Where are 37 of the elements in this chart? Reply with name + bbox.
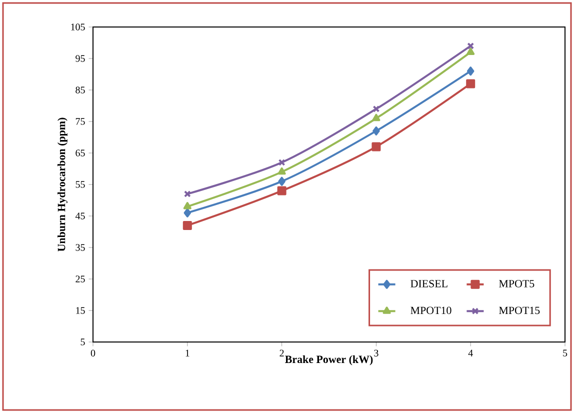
legend-label: MPOT15 [499, 306, 540, 314]
point [277, 186, 286, 196]
y-tick-label: 85 [76, 86, 85, 94]
legend-label: DIESEL [410, 280, 448, 288]
point [466, 66, 474, 76]
y-tick-label: 55 [76, 181, 85, 188]
point [184, 208, 192, 218]
y-tick-label: 5 [80, 338, 85, 346]
point [183, 202, 192, 210]
point [372, 126, 380, 136]
point [372, 142, 381, 152]
x-tick-label: 0 [90, 350, 96, 356]
legend-label: MPOT5 [499, 280, 534, 288]
point [182, 220, 192, 230]
y-tick-label: 25 [76, 276, 85, 282]
y-tick-label: 35 [76, 244, 85, 251]
point [466, 79, 476, 88]
point [278, 158, 286, 166]
x-tick-label: 5 [563, 350, 568, 356]
point [278, 176, 286, 186]
legend-label: MPOT10 [410, 306, 452, 314]
y-tick-label: 45 [75, 212, 85, 220]
y-tick-label: 15 [76, 307, 85, 314]
y-tick-label: 95 [76, 55, 85, 62]
point [372, 114, 380, 122]
y-tick-label: 65 [76, 150, 85, 156]
y-tick-label: 75 [76, 118, 85, 125]
point [278, 167, 286, 175]
x-tick-label: 2 [280, 350, 284, 356]
point [466, 48, 475, 55]
x-axis-title: Brake Power (kW) [285, 355, 373, 366]
y-axis-title: Unburn Hydrocarbon (ppm) [57, 118, 68, 252]
x-tick-label: 3 [374, 350, 378, 356]
x-tick-label: 4 [468, 350, 473, 356]
x-tick-label: 1 [186, 350, 190, 356]
point [372, 105, 380, 112]
y-tick-label: 105 [71, 24, 85, 30]
